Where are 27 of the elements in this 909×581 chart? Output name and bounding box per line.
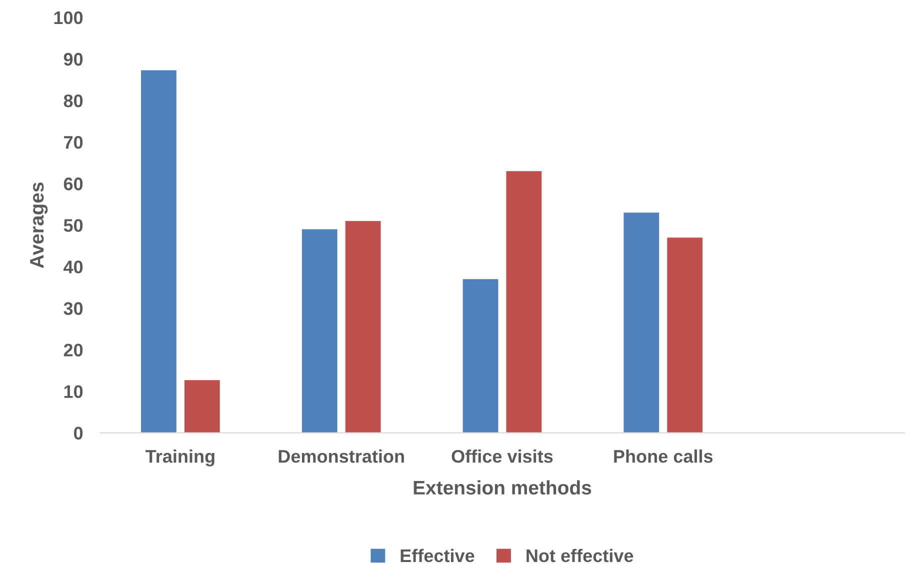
y-tick-label: 60	[64, 178, 83, 190]
y-tick-label: 50	[64, 219, 83, 232]
x-tick-label: Training	[146, 450, 214, 466]
y-tick-label: 70	[64, 136, 83, 149]
x-tick-label: Demonstration	[278, 450, 404, 463]
y-tick-label: 20	[64, 344, 83, 356]
bar	[624, 212, 660, 433]
bar	[506, 171, 542, 433]
x-tick-label: Phone calls	[614, 450, 713, 463]
legend-label: Effective	[400, 548, 474, 562]
bar	[302, 229, 338, 433]
y-tick-label: 0	[74, 426, 83, 440]
bar	[141, 70, 176, 433]
y-tick-label: 100	[54, 11, 83, 24]
bar	[184, 380, 220, 433]
y-axis-title: Averages	[30, 182, 48, 268]
y-tick-label: 80	[64, 94, 83, 108]
bar	[345, 220, 381, 433]
y-tick-label: 40	[64, 260, 83, 274]
bar	[667, 238, 703, 433]
bar	[462, 279, 498, 433]
y-tick-label: 30	[64, 302, 83, 315]
legend-label: Not effective	[526, 548, 634, 562]
y-tick-label: 10	[64, 385, 83, 398]
x-axis-title: Extension methods	[414, 480, 592, 495]
x-tick-label: Office visits	[452, 450, 553, 463]
y-tick-label: 90	[64, 52, 83, 66]
